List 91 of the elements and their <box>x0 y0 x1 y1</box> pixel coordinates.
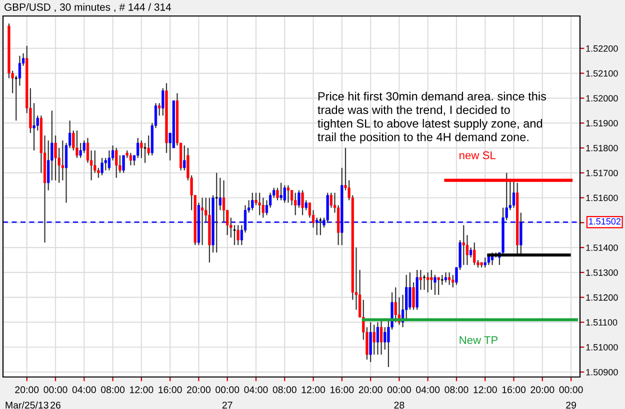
y-tick-label: 1.52200 <box>586 45 618 52</box>
annotation: New TP <box>460 336 498 344</box>
candlestick <box>469 246 472 258</box>
candlestick <box>369 322 372 363</box>
y-tick-label: 1.51000 <box>586 344 618 350</box>
y-tick-label: 1.52000 <box>586 95 618 102</box>
candlestick <box>448 272 451 286</box>
candlestick <box>294 192 297 216</box>
candlestick <box>236 224 240 246</box>
chart-title: GBP/USD , 30 minutes , # 144 / 314 <box>4 3 172 12</box>
candlestick <box>394 286 397 323</box>
x-tick-label: 08:00 <box>101 386 125 394</box>
annotation: new SL <box>460 151 496 160</box>
candlestick <box>290 190 294 206</box>
x-tick-label: 08:00 <box>444 386 468 394</box>
annotation: Price hit first 30min demand area. since this trade was with the trend, I decided to tighten SL to above latest supply zone, and trail the position to the 4H demand zone. <box>318 92 546 144</box>
candlestick <box>200 197 204 246</box>
candlestick <box>222 180 226 224</box>
candlestick <box>512 180 516 208</box>
candlestick <box>434 274 436 296</box>
y-tick-label: 1.51100 <box>586 319 618 326</box>
y-tick-label: 1.51200 <box>586 294 618 301</box>
candlestick <box>32 102 36 151</box>
candlestick <box>262 197 264 218</box>
y-tick-label: 1.51900 <box>586 120 618 126</box>
candlestick <box>372 324 376 356</box>
y-tick-label: 1.51300 <box>586 269 618 276</box>
candlestick <box>301 190 304 216</box>
x-tick-label: 12:00 <box>474 386 497 394</box>
candlestick <box>484 256 486 268</box>
x-tick-label: 20:00 <box>358 386 382 394</box>
x-tick-label: 20:00 <box>187 386 210 394</box>
x-tick-label: 00:00 27 <box>216 386 240 408</box>
candlestick <box>115 147 118 178</box>
candlestick <box>384 326 386 350</box>
x-tick-label: 00:00 28 <box>387 386 411 409</box>
x-tick-label: 04:00 <box>244 386 268 394</box>
candlestick <box>79 142 82 158</box>
candlestick <box>61 140 64 181</box>
y-tick-label: 1.50900 <box>586 368 618 376</box>
candlestick <box>129 152 132 166</box>
candlestick <box>286 184 290 204</box>
y-tick-label: 1.51700 <box>586 170 618 176</box>
candlestick <box>251 192 254 211</box>
x-tick-label: 16:00 <box>502 386 526 394</box>
candlestick <box>258 192 261 216</box>
candlestick <box>283 184 286 204</box>
candlestick <box>183 144 186 171</box>
candlestick <box>376 322 380 356</box>
x-tick-label: 04:00 <box>72 386 96 394</box>
x-tick-label: 12:00 <box>302 386 326 394</box>
candlestick <box>162 88 164 116</box>
candlestick <box>136 137 140 158</box>
candlestick <box>473 242 476 266</box>
x-tick-label: 04:00 <box>416 386 440 394</box>
candlestick <box>466 234 469 266</box>
candlestick <box>280 182 282 201</box>
candlestick <box>76 130 78 158</box>
candlestick <box>462 224 465 266</box>
candlestick <box>86 137 90 164</box>
candlestick <box>452 274 454 288</box>
candlestick <box>158 102 161 116</box>
y-tick-label: 1.51600 <box>586 194 618 202</box>
candlestick <box>330 192 332 208</box>
candlestick <box>276 187 279 201</box>
candlestick <box>430 269 433 290</box>
x-tick-label: 16:00 <box>330 386 354 394</box>
candlestick <box>18 55 22 86</box>
y-tick-label: 1.51400 <box>586 244 618 251</box>
candlestick <box>108 150 111 171</box>
candlestick <box>426 272 430 293</box>
candlestick <box>437 276 440 296</box>
candlestick <box>218 177 222 211</box>
x-tick-label: 08:00 <box>272 386 296 394</box>
candlestick <box>122 154 125 174</box>
candlestick <box>380 319 383 356</box>
x-tick-label: 16:00 <box>158 386 182 394</box>
candlestick <box>444 272 448 283</box>
candlestick <box>54 134 57 181</box>
x-tick-label: 20:00 <box>530 386 554 394</box>
y-tick-label: 1.51800 <box>586 144 618 152</box>
candlestick <box>100 157 104 176</box>
candlestick <box>419 269 422 290</box>
x-tick-label: 00:00 29 <box>559 386 583 409</box>
x-tick-label: 12:00 <box>130 386 154 394</box>
y-tick-label: 1.52100 <box>586 70 618 77</box>
candlestick <box>408 272 412 310</box>
candlestick <box>304 200 308 211</box>
candlestick <box>232 224 236 246</box>
ref-line-label: 1.51502 <box>589 218 621 225</box>
candlestick <box>412 282 415 310</box>
